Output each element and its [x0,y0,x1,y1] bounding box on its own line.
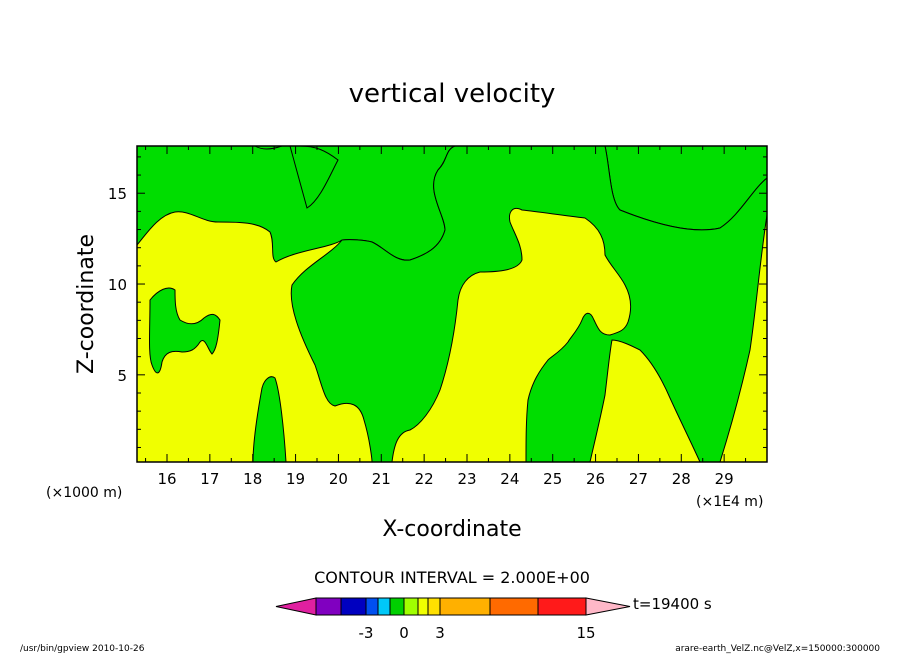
x-tick-label: 25 [543,470,562,488]
x-tick-label: 19 [286,470,305,488]
colorbar-segment [427,597,441,616]
x-tick-label: 27 [629,470,648,488]
x-tick-label: 28 [672,470,691,488]
y-unit-label: (×1000 m) [46,485,122,501]
green-region-left [149,287,221,374]
y-axis-label: Z-coordinate [74,234,99,374]
green-region-large [290,145,768,463]
x-axis-label: X-coordinate [382,517,521,542]
x-tick-label: 29 [715,470,734,488]
y-tick-label: 10 [108,276,127,294]
x-tick-label: 17 [200,470,219,488]
time-label: t=19400 s [633,595,712,613]
x-tick-label: 18 [243,470,262,488]
y-axis-ticks: 5 10 15 [108,156,767,448]
colorbar-segment [340,597,367,616]
y-tick-label: 5 [117,367,127,385]
colorbar-segment [315,597,342,616]
colorbar-left-arrow [275,597,317,616]
contour-regions [136,145,768,463]
colorbar-tick-label: 15 [576,624,595,642]
colorbar-right-arrow [585,597,631,616]
plot-frame [136,145,768,463]
contour-interval-text: CONTOUR INTERVAL = 2.000E+00 [314,568,590,587]
x-tick-label: 21 [372,470,391,488]
x-tick-label: 20 [329,470,348,488]
y-tick-label: 15 [108,185,127,203]
footer-right: arare-earth_VelZ.nc@VelZ,x=150000:300000 [675,644,880,654]
footer-left: /usr/bin/gpview 2010-10-26 [20,644,145,654]
colorbar-segment [389,597,405,616]
colorbar-segment [417,597,429,616]
x-unit-label: (×1E4 m) [696,494,763,510]
x-tick-label: 23 [457,470,476,488]
colorbar-segment [439,597,491,616]
x-tick-label: 26 [586,470,605,488]
colorbar-tick-label: 0 [399,624,409,642]
colorbar-tick-label: 3 [435,624,445,642]
colorbar-segment [377,597,391,616]
green-region-bottom-left [252,376,287,463]
x-tick-label: 22 [415,470,434,488]
x-tick-label: 24 [500,470,519,488]
colorbar-segment [489,597,539,616]
chart-title: vertical velocity [349,79,556,109]
colorbar-segment [537,597,587,616]
colorbar-tick-label: -3 [359,624,374,642]
colorbar-segment [365,597,379,616]
colorbar-segment [403,597,419,616]
colorbar: -3 0 3 15 [275,597,631,642]
x-axis-ticks: 16 17 18 19 20 21 22 23 24 25 26 27 28 29 [145,146,747,488]
x-tick-label: 16 [157,470,176,488]
